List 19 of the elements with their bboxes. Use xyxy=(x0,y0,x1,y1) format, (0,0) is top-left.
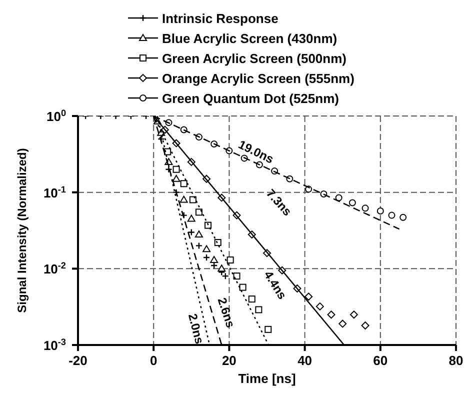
x-tick-label: 40 xyxy=(298,353,312,368)
y-tick-label: 10$^{-3}$ xyxy=(43,337,66,353)
x-tick-label: -20 xyxy=(68,353,88,368)
y-tick-label: 10$^{-1}$ xyxy=(43,184,66,200)
legend-label: Blue Acrylic Screen (430nm) xyxy=(162,30,338,46)
y-tick-label: 10$^{0}$ xyxy=(46,108,66,124)
y-tick-label: 10$^{-2}$ xyxy=(43,260,66,277)
x-tick-label: 80 xyxy=(448,353,464,368)
x-tick-label: 60 xyxy=(373,353,388,368)
annotation: 2.6ns xyxy=(214,296,238,330)
x-tick-label: 0 xyxy=(150,353,158,368)
x-tick-label: 20 xyxy=(222,353,236,368)
x-axis-title: Time [ns] xyxy=(238,371,296,386)
annotation: 2.0ns xyxy=(185,312,207,346)
legend-label: Green Acrylic Screen (500nm) xyxy=(162,50,346,66)
legend-label: Intrinsic Response xyxy=(162,10,278,26)
y-axis-title: Signal Intensity (Normalized) xyxy=(15,148,29,313)
legend-label: Orange Acrylic Screen (555nm) xyxy=(162,70,354,86)
legend-label: Green Quantum Dot (525nm) xyxy=(162,90,339,106)
